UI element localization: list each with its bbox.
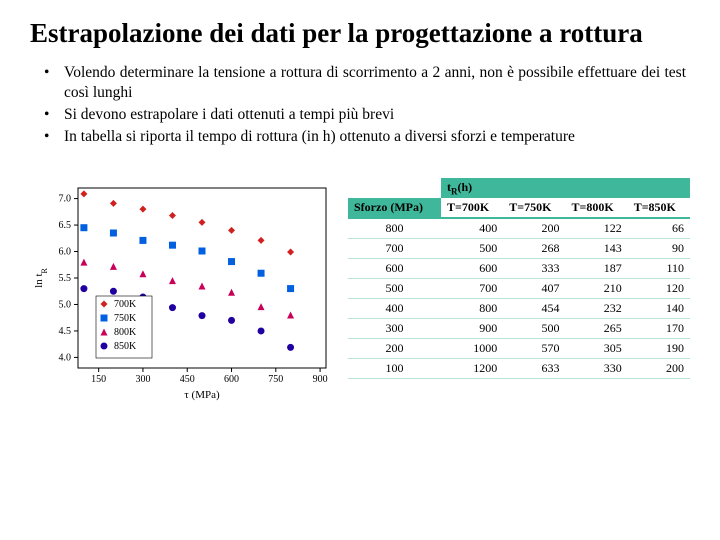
- svg-text:750: 750: [268, 374, 283, 385]
- cell-value: 268: [503, 239, 565, 259]
- cell-value: 500: [441, 239, 503, 259]
- cell-value: 600: [441, 259, 503, 279]
- cell-value: 210: [565, 279, 627, 299]
- bullet-item: Si devono estrapolare i dati ottenuti a …: [44, 105, 686, 125]
- svg-text:150: 150: [91, 374, 106, 385]
- bullet-item: In tabella si riporta il tempo di rottur…: [44, 127, 686, 147]
- cell-value: 120: [628, 279, 690, 299]
- cell-stress: 200: [348, 339, 441, 359]
- bullet-item: Volendo determinare la tensione a rottur…: [44, 63, 686, 103]
- svg-text:4.0: 4.0: [59, 352, 72, 363]
- table-row: 300900500265170: [348, 319, 690, 339]
- cell-value: 1000: [441, 339, 503, 359]
- cell-value: 700: [441, 279, 503, 299]
- cell-value: 265: [565, 319, 627, 339]
- chart-legend: 700K 750K 800K 850K: [96, 296, 152, 358]
- svg-text:750K: 750K: [114, 313, 137, 324]
- cell-value: 500: [503, 319, 565, 339]
- svg-text:4.5: 4.5: [59, 326, 72, 337]
- cell-value: 200: [503, 218, 565, 239]
- cell-value: 190: [628, 339, 690, 359]
- table-row: 1001200633330200: [348, 359, 690, 379]
- table-row: 400800454232140: [348, 299, 690, 319]
- table-col-stress: Sforzo (MPa): [348, 198, 441, 218]
- svg-text:6.0: 6.0: [59, 246, 72, 257]
- svg-text:900: 900: [313, 374, 328, 385]
- data-table: tR(h)Sforzo (MPa)T=700KT=750KT=800KT=850…: [348, 178, 690, 408]
- cell-stress: 500: [348, 279, 441, 299]
- cell-value: 633: [503, 359, 565, 379]
- cell-stress: 800: [348, 218, 441, 239]
- svg-text:5.0: 5.0: [59, 299, 72, 310]
- table-col-temp: T=850K: [628, 198, 690, 218]
- cell-value: 900: [441, 319, 503, 339]
- svg-text:600: 600: [224, 374, 239, 385]
- lower-panel: 150 300 450 600 750 900 4.0 4.5 5.0 5.5 6.0 6.5 7.0 τ…: [30, 178, 690, 408]
- svg-text:850K: 850K: [114, 341, 137, 352]
- table-row: 500700407210120: [348, 279, 690, 299]
- cell-value: 1200: [441, 359, 503, 379]
- bullet-list: Volendo determinare la tensione a rottur…: [44, 63, 686, 148]
- cell-value: 333: [503, 259, 565, 279]
- table-col-temp: T=800K: [565, 198, 627, 218]
- cell-value: 232: [565, 299, 627, 319]
- svg-text:450: 450: [180, 374, 195, 385]
- svg-text:6.5: 6.5: [59, 220, 72, 231]
- cell-value: 66: [628, 218, 690, 239]
- cell-stress: 700: [348, 239, 441, 259]
- svg-text:7.0: 7.0: [59, 193, 72, 204]
- svg-text:800K: 800K: [114, 327, 137, 338]
- cell-value: 200: [628, 359, 690, 379]
- svg-text:τ (MPa): τ (MPa): [184, 389, 220, 401]
- table-col-temp: T=750K: [503, 198, 565, 218]
- cell-value: 110: [628, 259, 690, 279]
- table-row: 70050026814390: [348, 239, 690, 259]
- cell-stress: 300: [348, 319, 441, 339]
- cell-value: 330: [565, 359, 627, 379]
- cell-stress: 600: [348, 259, 441, 279]
- table-row: 600600333187110: [348, 259, 690, 279]
- scatter-chart: 150 300 450 600 750 900 4.0 4.5 5.0 5.5 6.0 6.5 7.0 τ…: [26, 178, 338, 408]
- series-700K: [80, 190, 294, 255]
- series-750K: [80, 224, 294, 292]
- cell-value: 800: [441, 299, 503, 319]
- cell-value: 570: [503, 339, 565, 359]
- cell-value: 143: [565, 239, 627, 259]
- cell-value: 305: [565, 339, 627, 359]
- svg-text:ln tR: ln tR: [33, 267, 49, 287]
- cell-stress: 400: [348, 299, 441, 319]
- cell-value: 454: [503, 299, 565, 319]
- svg-text:700K: 700K: [114, 299, 137, 310]
- cell-value: 90: [628, 239, 690, 259]
- table-header-tr: tR(h): [441, 178, 690, 198]
- cell-value: 140: [628, 299, 690, 319]
- table-row: 2001000570305190: [348, 339, 690, 359]
- table-row: 80040020012266: [348, 218, 690, 239]
- cell-value: 122: [565, 218, 627, 239]
- cell-value: 187: [565, 259, 627, 279]
- cell-stress: 100: [348, 359, 441, 379]
- cell-value: 407: [503, 279, 565, 299]
- cell-value: 170: [628, 319, 690, 339]
- page-title: Estrapolazione dei dati per la progettaz…: [30, 18, 690, 49]
- cell-value: 400: [441, 218, 503, 239]
- svg-text:5.5: 5.5: [59, 273, 72, 284]
- svg-text:300: 300: [135, 374, 150, 385]
- table-col-temp: T=700K: [441, 198, 503, 218]
